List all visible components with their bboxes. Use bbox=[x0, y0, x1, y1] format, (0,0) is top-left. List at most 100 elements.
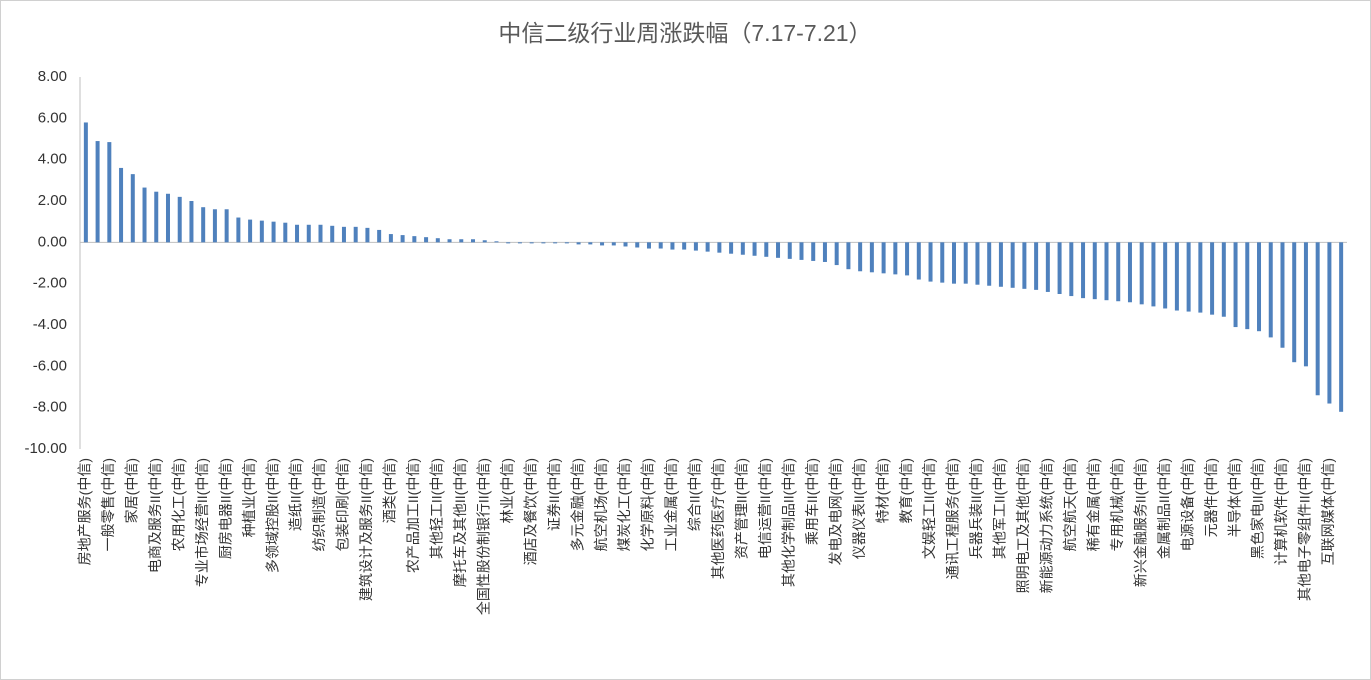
x-tick-label: 家居(中信) bbox=[123, 458, 139, 523]
bar bbox=[130, 174, 135, 243]
bar bbox=[635, 242, 640, 248]
bar bbox=[928, 242, 933, 282]
bar bbox=[107, 142, 112, 243]
bar bbox=[963, 242, 968, 284]
chart-title: 中信二级行业周涨跌幅（7.17-7.21） bbox=[498, 20, 871, 46]
bar bbox=[1069, 242, 1074, 297]
bar bbox=[1116, 242, 1121, 302]
bar bbox=[1198, 242, 1203, 313]
bar bbox=[658, 242, 663, 249]
bar bbox=[365, 227, 370, 243]
bar bbox=[553, 242, 558, 244]
bar bbox=[1221, 242, 1226, 317]
bar bbox=[588, 242, 593, 245]
y-tick-label: 2.00 bbox=[38, 192, 67, 209]
bar bbox=[377, 229, 382, 243]
x-tick-label: 金属制品II(中信) bbox=[1156, 458, 1172, 559]
bar bbox=[1339, 242, 1344, 412]
bar bbox=[212, 209, 217, 243]
x-tick-label: 多领域控股II(中信) bbox=[264, 458, 280, 573]
bar bbox=[705, 242, 710, 252]
bar bbox=[482, 240, 487, 243]
bar bbox=[682, 242, 687, 250]
x-tick-label: 新能源动力系统(中信) bbox=[1039, 458, 1055, 593]
x-tick-label: 摩托车及其他II(中信) bbox=[452, 458, 468, 587]
bar bbox=[670, 242, 675, 250]
bar bbox=[729, 242, 734, 254]
bar bbox=[283, 222, 288, 243]
bar bbox=[811, 242, 816, 261]
bar bbox=[1127, 242, 1132, 303]
bar bbox=[564, 242, 569, 244]
x-tick-label: 计算机软件(中信) bbox=[1273, 458, 1289, 565]
bar bbox=[869, 242, 874, 273]
bar bbox=[236, 217, 241, 243]
x-tick-label: 航空机场(中信) bbox=[593, 458, 609, 551]
bar bbox=[119, 167, 124, 243]
bar bbox=[799, 242, 804, 260]
bar bbox=[998, 242, 1003, 287]
bar bbox=[1081, 242, 1086, 299]
x-tick-label: 照明电工及其他(中信) bbox=[1015, 458, 1031, 593]
x-tick-label: 综合II(中信) bbox=[687, 458, 703, 531]
x-tick-label: 元器件(中信) bbox=[1203, 458, 1219, 537]
bar bbox=[740, 242, 745, 255]
bar bbox=[600, 242, 605, 246]
bar bbox=[177, 196, 182, 243]
bar bbox=[541, 242, 546, 244]
x-tick-label: 乘用车II(中信) bbox=[804, 458, 820, 545]
x-tick-label: 电信运营II(中信) bbox=[757, 458, 773, 559]
x-tick-label: 通讯工程服务(中信) bbox=[945, 458, 961, 579]
bar bbox=[1139, 242, 1144, 305]
bar bbox=[1292, 242, 1297, 363]
bar bbox=[83, 122, 88, 243]
bar bbox=[752, 242, 757, 256]
bar bbox=[846, 242, 851, 270]
y-tick-label: -8.00 bbox=[33, 399, 67, 416]
x-tick-label: 多元金融(中信) bbox=[569, 458, 585, 551]
bar bbox=[248, 219, 253, 243]
bar bbox=[1327, 242, 1332, 404]
bar bbox=[529, 242, 534, 244]
bar bbox=[987, 242, 992, 286]
y-tick-label: -10.00 bbox=[24, 440, 67, 457]
bar bbox=[717, 242, 722, 253]
bar bbox=[834, 242, 839, 266]
bar bbox=[764, 242, 769, 257]
bar bbox=[881, 242, 886, 274]
bar bbox=[893, 242, 898, 275]
x-tick-label: 特材(中信) bbox=[874, 458, 890, 523]
bar bbox=[776, 242, 781, 258]
bar bbox=[822, 242, 827, 262]
x-tick-label: 酒店及餐饮(中信) bbox=[522, 458, 538, 565]
x-tick-label: 其他军工II(中信) bbox=[992, 458, 1008, 559]
bar bbox=[1104, 242, 1109, 301]
x-tick-label: 稀有金属(中信) bbox=[1085, 458, 1101, 551]
x-tick-label: 兵器兵装II(中信) bbox=[968, 458, 984, 559]
x-tick-label: 证券II(中信) bbox=[546, 458, 562, 531]
bar bbox=[1151, 242, 1156, 307]
x-tick-label: 仪器仪表II(中信) bbox=[851, 458, 867, 559]
x-tick-label: 工业金属(中信) bbox=[663, 458, 679, 551]
bar bbox=[142, 187, 147, 243]
x-tick-label: 其他医药医疗(中信) bbox=[710, 458, 726, 579]
bar bbox=[1045, 242, 1050, 292]
bar bbox=[330, 225, 335, 243]
bar bbox=[1315, 242, 1320, 396]
bar bbox=[412, 236, 417, 243]
x-tick-label: 房地产服务(中信) bbox=[77, 458, 93, 565]
x-tick-label: 新兴金融服务II(中信) bbox=[1132, 458, 1148, 587]
bar bbox=[646, 242, 651, 249]
bar bbox=[224, 209, 229, 243]
y-tick-label: -6.00 bbox=[33, 357, 67, 374]
bar bbox=[271, 221, 276, 243]
bar bbox=[1245, 242, 1250, 330]
x-tick-label: 煤炭化工(中信) bbox=[616, 458, 632, 551]
bar bbox=[435, 238, 440, 243]
bar bbox=[259, 220, 264, 243]
bar bbox=[201, 207, 206, 243]
y-tick-label: 0.00 bbox=[38, 233, 67, 250]
bar bbox=[1257, 242, 1262, 332]
bar bbox=[517, 242, 522, 244]
